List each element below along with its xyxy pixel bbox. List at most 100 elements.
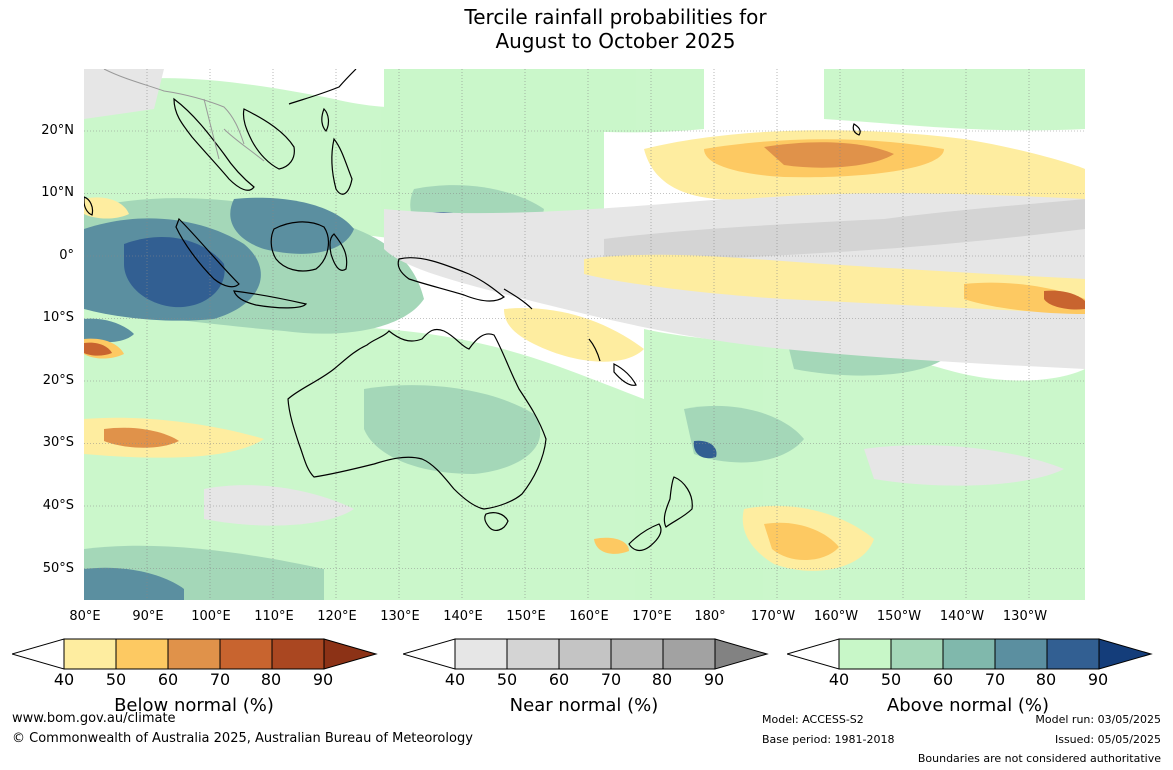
lon-label-100e: 100°E <box>191 609 231 624</box>
near-tick-90: 90 <box>703 670 725 689</box>
lon-label-110e: 110°E <box>254 609 294 624</box>
taiwan-coastline <box>321 107 330 132</box>
lon-label-140e: 140°E <box>443 609 483 624</box>
colorbar-segment <box>506 638 560 670</box>
colorbar-high-extension <box>1098 638 1153 670</box>
lon-label-80e: 80°E <box>69 609 101 624</box>
lat-label-0: 0° <box>59 248 74 263</box>
country-boundaries <box>103 69 265 162</box>
sulawesi-coastline <box>329 233 348 271</box>
asia-mainland-coastline <box>242 108 295 170</box>
colorbar-segment <box>610 638 664 670</box>
tasmania-coastline <box>484 512 509 531</box>
vanuatu-islands <box>588 338 601 362</box>
colorbar-segment <box>1046 638 1100 670</box>
borneo-coastline <box>270 221 330 272</box>
near-tick-60: 60 <box>548 670 570 689</box>
above-normal-label: Above normal (%) <box>886 695 1050 716</box>
sumatra-coastline <box>175 217 240 288</box>
colorbar-segment <box>558 638 612 670</box>
rainfall-probability-map <box>84 69 1085 600</box>
colorbar-segment <box>662 638 716 670</box>
lat-label-20s: 20°S <box>42 373 74 388</box>
new-zealand-south-coastline <box>628 523 662 552</box>
lon-label-180: 180° <box>694 609 726 624</box>
sri-lanka-coastline <box>84 196 94 216</box>
near-tick-70: 70 <box>600 670 622 689</box>
near-tick-50: 50 <box>496 670 518 689</box>
lat-label-10n: 10°N <box>41 185 74 200</box>
below-tick-50: 50 <box>105 670 127 689</box>
colorbar-low-extension <box>787 638 840 670</box>
lon-label-140w: 140°W <box>939 609 985 624</box>
lon-label-150e: 150°E <box>506 609 546 624</box>
base-period-text: Base period: 1981-2018 <box>762 733 895 746</box>
colorbar-segment <box>271 638 325 670</box>
colorbar-segment <box>219 638 273 670</box>
lat-label-20n: 20°N <box>41 123 74 138</box>
hawaii-coastline <box>852 123 861 136</box>
near-tick-40: 40 <box>444 670 466 689</box>
colorbar-segment <box>115 638 169 670</box>
below-normal-regions <box>84 130 1085 571</box>
copyright-text: © Commonwealth of Australia 2025, Austra… <box>12 731 473 746</box>
lon-label-120e: 120°E <box>317 609 357 624</box>
lat-label-10s: 10°S <box>42 310 74 325</box>
new-guinea-coastline <box>397 257 506 302</box>
below-tick-80: 80 <box>260 670 282 689</box>
colorbar-segment <box>454 638 508 670</box>
below-tick-40: 40 <box>53 670 75 689</box>
colorbar-segment <box>890 638 944 670</box>
map-title-line-1: Tercile rainfall probabilities for <box>464 5 767 29</box>
model-text: Model: ACCESS-S2 <box>762 713 864 726</box>
colorbar-high-extension <box>323 638 378 670</box>
above-normal-colorbar <box>787 638 1153 670</box>
lon-label-160e: 160°E <box>569 609 609 624</box>
lon-label-130e: 130°E <box>380 609 420 624</box>
lon-label-170e: 170°E <box>632 609 672 624</box>
lat-label-30s: 30°S <box>42 435 74 450</box>
south-china-coast <box>288 69 357 105</box>
below-tick-90: 90 <box>312 670 334 689</box>
colorbar-high-extension <box>714 638 769 670</box>
near-normal-label: Near normal (%) <box>509 695 659 716</box>
solomon-islands <box>503 288 533 310</box>
coastlines <box>84 69 861 552</box>
below-tick-70: 70 <box>209 670 231 689</box>
near-tick-80: 80 <box>651 670 673 689</box>
colorbar-low-extension <box>403 638 456 670</box>
lon-label-160w: 160°W <box>813 609 859 624</box>
new-caledonia-coastline <box>613 363 637 386</box>
bom-url-link[interactable]: www.bom.gov.au/climate <box>12 711 176 726</box>
colorbar-segment <box>838 638 892 670</box>
colorbar-segment <box>994 638 1048 670</box>
below-normal-label: Below normal (%) <box>114 695 274 716</box>
below-normal-colorbar <box>12 638 378 670</box>
map-gridlines <box>84 69 1085 600</box>
lon-label-150w: 150°W <box>876 609 922 624</box>
near-normal-colorbar <box>403 638 769 670</box>
java-coastline <box>233 290 308 309</box>
above-tick-70: 70 <box>984 670 1006 689</box>
disclaimer-text: Boundaries are not considered authoritat… <box>917 752 1161 765</box>
above-tick-60: 60 <box>932 670 954 689</box>
model-run-text: Model run: 03/05/2025 <box>1035 713 1161 726</box>
colorbar-segment <box>167 638 221 670</box>
below-tick-60: 60 <box>157 670 179 689</box>
above-tick-40: 40 <box>828 670 850 689</box>
lat-label-40s: 40°S <box>42 498 74 513</box>
indochina-coastline <box>173 97 255 191</box>
australia-coastline <box>287 328 547 510</box>
above-tick-90: 90 <box>1087 670 1109 689</box>
new-zealand-north-coastline <box>663 476 693 528</box>
map-title-line-2: August to October 2025 <box>495 29 736 53</box>
above-tick-80: 80 <box>1035 670 1057 689</box>
colorbar-segment <box>63 638 117 670</box>
issued-text: Issued: 05/05/2025 <box>1054 733 1161 746</box>
lon-label-170w: 170°W <box>750 609 796 624</box>
colorbar-segment <box>942 638 996 670</box>
lat-label-50s: 50°S <box>42 561 74 576</box>
philippines-coastline <box>331 137 353 195</box>
lon-label-130w: 130°W <box>1002 609 1048 624</box>
above-tick-50: 50 <box>880 670 902 689</box>
